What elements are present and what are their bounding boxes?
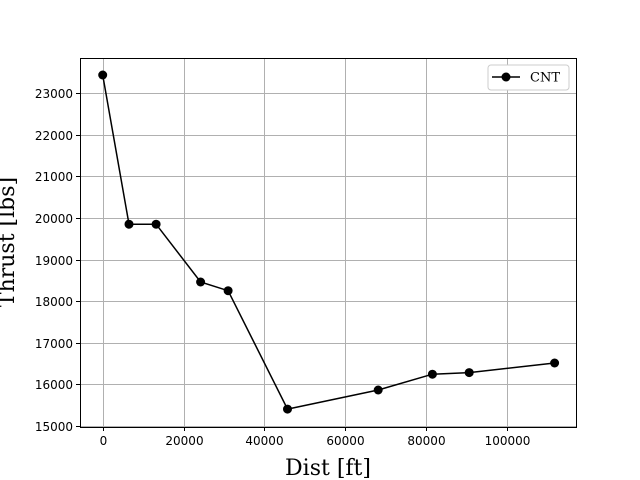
data-point [223, 286, 233, 296]
data-point [98, 70, 108, 80]
series-line [101, 74, 555, 410]
data-point [151, 219, 161, 229]
x-tick-label: 20000 [165, 434, 203, 448]
data-point [196, 277, 206, 287]
data-point [550, 358, 560, 368]
data-point [283, 404, 292, 414]
x-tick-label: 40000 [245, 434, 283, 448]
data-point [373, 385, 383, 395]
y-tick-label: 15000 [35, 420, 73, 434]
grid [80, 58, 576, 427]
x-tick-label: 60000 [326, 434, 364, 448]
x-tick-label: 0 [100, 434, 108, 448]
y-tick-label: 18000 [35, 295, 73, 309]
x-axis-label: Dist [ft] [285, 456, 371, 480]
ticks: 0 20000 40000 60000 80000 100000 15000 16000 170… [35, 87, 531, 448]
y-tick-label: 22000 [35, 129, 73, 143]
data-point [427, 369, 437, 379]
x-tick-label: 80000 [407, 434, 445, 448]
y-tick-label: 20000 [35, 212, 73, 226]
y-axis-label: Thrust [lbs] [0, 177, 20, 307]
plot-frame [80, 58, 577, 428]
legend-label: CNT [530, 71, 560, 86]
series [98, 70, 560, 414]
y-tick-label: 23000 [35, 87, 73, 101]
y-tick-label: 21000 [35, 170, 73, 184]
legend-box [487, 64, 570, 91]
legend-marker-swatch [501, 72, 511, 82]
data-point [124, 219, 134, 229]
y-tick-label: 19000 [35, 254, 73, 268]
data-point [464, 368, 474, 378]
y-tick-label: 16000 [35, 378, 73, 392]
y-tick-label: 17000 [35, 337, 73, 351]
legend: CNT [487, 64, 570, 91]
x-tick-label: 100000 [485, 434, 531, 448]
